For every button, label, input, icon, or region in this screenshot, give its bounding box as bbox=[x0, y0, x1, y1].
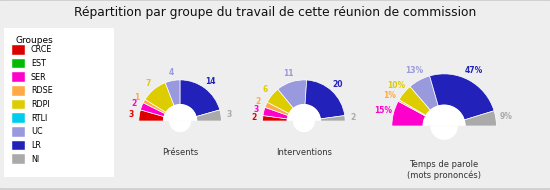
Text: Groupes: Groupes bbox=[15, 36, 53, 45]
Text: LR: LR bbox=[31, 141, 41, 150]
Bar bbox=[361, 126, 528, 160]
Bar bbox=[12, 86, 25, 96]
Text: 15%: 15% bbox=[375, 106, 392, 115]
Text: Interventions: Interventions bbox=[276, 148, 332, 157]
Text: Temps de parole
(mots prononcés): Temps de parole (mots prononcés) bbox=[407, 160, 481, 180]
Text: SER: SER bbox=[31, 73, 46, 82]
Text: Répartition par groupe du travail de cette réunion de commission: Répartition par groupe du travail de cet… bbox=[74, 6, 476, 19]
Bar bbox=[12, 45, 25, 55]
Text: NI: NI bbox=[31, 154, 39, 164]
Wedge shape bbox=[165, 80, 180, 106]
Wedge shape bbox=[305, 80, 345, 119]
Wedge shape bbox=[399, 86, 431, 116]
Wedge shape bbox=[320, 116, 345, 121]
Circle shape bbox=[287, 105, 320, 138]
Polygon shape bbox=[170, 121, 190, 131]
Polygon shape bbox=[431, 126, 457, 139]
Circle shape bbox=[164, 105, 197, 138]
Wedge shape bbox=[392, 101, 426, 126]
Bar bbox=[12, 113, 25, 123]
Bar bbox=[12, 72, 25, 82]
Text: 2: 2 bbox=[256, 97, 261, 106]
Wedge shape bbox=[180, 80, 220, 117]
Text: 1: 1 bbox=[134, 93, 140, 102]
FancyBboxPatch shape bbox=[0, 21, 120, 184]
Wedge shape bbox=[265, 102, 289, 116]
Text: 2: 2 bbox=[131, 99, 136, 108]
Wedge shape bbox=[464, 111, 496, 126]
Circle shape bbox=[424, 105, 465, 147]
Text: 3: 3 bbox=[253, 105, 258, 114]
Text: 47%: 47% bbox=[465, 66, 483, 75]
Text: 3: 3 bbox=[227, 110, 232, 119]
Bar bbox=[12, 100, 25, 109]
Text: 20: 20 bbox=[332, 81, 343, 89]
Bar bbox=[12, 154, 25, 164]
Wedge shape bbox=[398, 100, 426, 116]
Text: 2: 2 bbox=[351, 113, 356, 122]
Bar bbox=[12, 127, 25, 137]
Bar bbox=[114, 121, 246, 148]
Text: RDSE: RDSE bbox=[31, 86, 53, 95]
Wedge shape bbox=[196, 110, 221, 121]
Bar bbox=[12, 59, 25, 68]
Wedge shape bbox=[278, 80, 307, 108]
Text: 11: 11 bbox=[284, 70, 294, 78]
Text: Présents: Présents bbox=[162, 148, 198, 157]
Text: 2: 2 bbox=[252, 113, 257, 122]
Wedge shape bbox=[140, 103, 166, 117]
Text: RTLI: RTLI bbox=[31, 114, 47, 123]
Wedge shape bbox=[139, 110, 164, 121]
Text: 1%: 1% bbox=[383, 91, 396, 100]
Text: 7: 7 bbox=[146, 79, 151, 88]
Text: 9%: 9% bbox=[500, 112, 513, 121]
Bar bbox=[238, 121, 370, 148]
Text: CRCE: CRCE bbox=[31, 45, 52, 55]
Wedge shape bbox=[267, 89, 294, 114]
Wedge shape bbox=[143, 99, 166, 114]
Wedge shape bbox=[263, 107, 288, 119]
Text: RDPI: RDPI bbox=[31, 100, 50, 109]
Polygon shape bbox=[294, 121, 314, 131]
Text: 3: 3 bbox=[129, 110, 134, 119]
Text: 14: 14 bbox=[205, 77, 215, 86]
Wedge shape bbox=[410, 76, 438, 110]
Text: 10%: 10% bbox=[387, 82, 405, 90]
Wedge shape bbox=[145, 83, 174, 112]
Wedge shape bbox=[263, 116, 288, 121]
Wedge shape bbox=[430, 74, 494, 120]
Text: 6: 6 bbox=[263, 86, 268, 94]
Text: 13%: 13% bbox=[405, 66, 424, 75]
Text: UC: UC bbox=[31, 127, 42, 136]
Bar bbox=[12, 141, 25, 150]
Text: EST: EST bbox=[31, 59, 46, 68]
Text: 4: 4 bbox=[168, 68, 174, 77]
